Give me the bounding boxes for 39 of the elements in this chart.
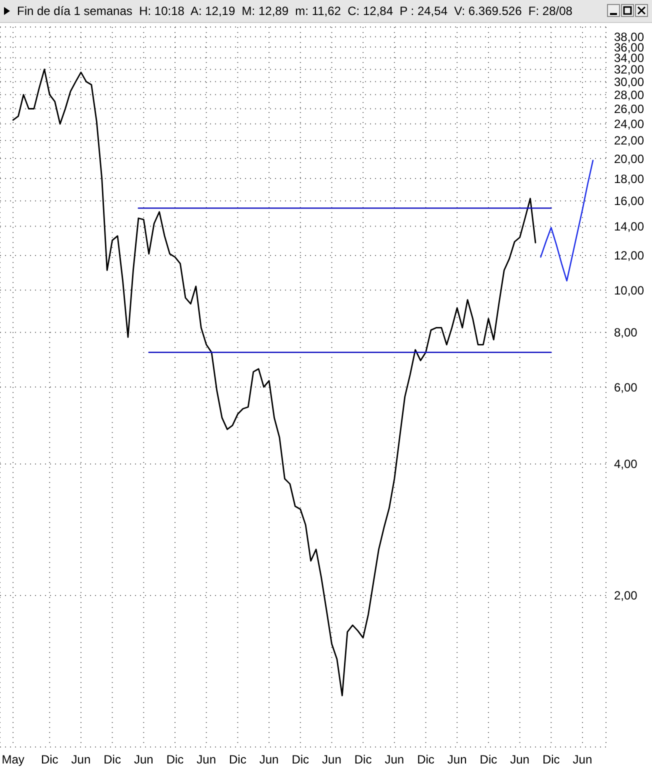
y-tick-label: 30,00 [614,74,644,89]
y-tick-label: 4,00 [614,457,638,472]
y-tick-label: 22,00 [614,134,644,148]
x-tick-label: Dic [229,752,246,767]
y-tick-label: 18,00 [614,172,644,186]
x-tick-label: Jun [259,752,279,767]
y-tick-label: 32,00 [614,62,644,77]
x-tick-label: Dic [354,752,372,767]
y-tick-label: 12,00 [614,248,644,263]
x-tick-label: Jun [322,752,342,767]
x-tick-label: Dic [166,752,184,767]
y-tick-label: 14,00 [614,219,644,234]
x-tick-label: Dic [104,752,121,767]
x-tick-label: Dic [480,752,498,767]
line-series [540,160,594,282]
x-tick-label: May [2,752,24,767]
y-tick-label: 28,00 [614,88,644,102]
x-tick-label: Dic [542,752,560,767]
y-tick-label: 16,00 [614,194,644,208]
x-tick-label: Jun [384,752,404,767]
chart-title: Fin de día 1 semanas H: 10:18 A: 12,19 M: 12,89 m: 11,62 C: 12,84 P : 24,54 V: 6.369.526 F: 28/08 [17,4,572,18]
y-tick-label: 24,00 [614,117,644,132]
x-tick-label: Jun [447,752,467,767]
y-tick-label: 26,00 [614,102,644,116]
x-tick-label: Jun [196,752,216,767]
y-tick-label: 10,00 [614,283,644,298]
x-tick-label: Jun [572,752,592,767]
y-tick-label: 2,00 [614,588,638,603]
y-tick-label: 20,00 [614,152,644,166]
x-tick-label: Dic [292,752,310,767]
y-tick-label: 8,00 [614,326,638,340]
x-tick-label: Jun [510,752,530,767]
x-tick-label: Jun [71,752,91,767]
y-tick-label: 38,00 [614,30,644,44]
y-tick-label: 6,00 [614,380,638,394]
x-tick-label: Dic [40,752,58,767]
x-tick-label: Jun [134,752,154,767]
line-series [12,68,536,696]
x-tick-label: Dic [417,752,434,767]
